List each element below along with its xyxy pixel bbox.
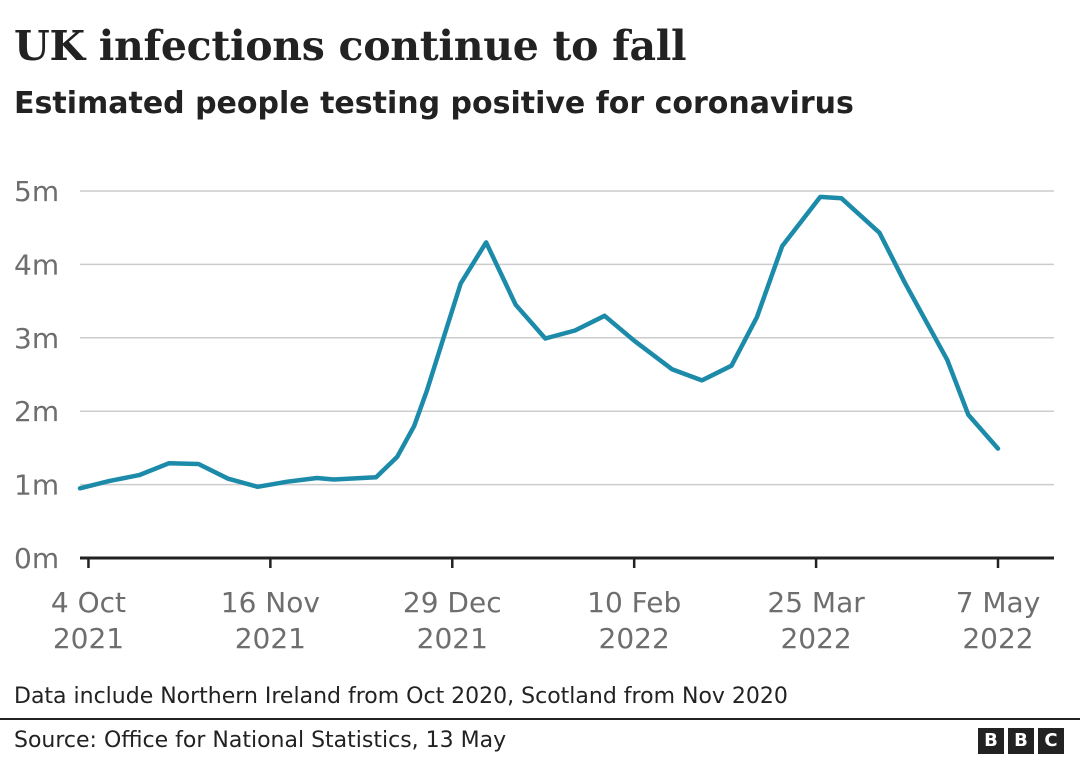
bbc-logo-block-2: B — [1008, 728, 1034, 754]
x-tick-label: 4 Oct — [51, 586, 126, 619]
source-credit: Source: Office for National Statistics, … — [14, 728, 507, 753]
y-tick-label: 4m — [14, 248, 59, 281]
x-tick-year-label: 2022 — [599, 622, 670, 655]
x-tick-year-label: 2021 — [417, 622, 488, 655]
x-tick-label: 16 Nov — [221, 586, 320, 619]
y-tick-label: 1m — [14, 469, 59, 502]
x-tick-year-label: 2022 — [962, 622, 1033, 655]
y-tick-label: 5m — [14, 175, 59, 208]
x-tick-label: 25 Mar — [767, 586, 865, 619]
x-tick-year-label: 2022 — [780, 622, 851, 655]
footer-divider — [0, 718, 1080, 720]
chart-subtitle: Estimated people testing positive for co… — [14, 86, 854, 121]
data-note: Data include Northern Ireland from Oct 2… — [14, 684, 788, 709]
x-tick-label: 29 Dec — [403, 586, 502, 619]
x-tick-year-label: 2021 — [53, 622, 124, 655]
chart-title: UK infections continue to fall — [14, 22, 687, 70]
bbc-logo: B B C — [978, 728, 1064, 754]
x-tick-label: 7 May — [956, 586, 1041, 619]
bbc-logo-block-3: C — [1038, 728, 1064, 754]
x-tick-label: 10 Feb — [587, 586, 681, 619]
gridlines — [80, 190, 1054, 486]
series-line — [77, 194, 1001, 491]
x-tick-year-label: 2021 — [235, 622, 306, 655]
y-axis: 0m 1m 2m 3m 4m 5m — [14, 175, 59, 575]
y-tick-label: 2m — [14, 395, 59, 428]
y-tick-label: 0m — [14, 542, 59, 575]
bbc-logo-block-1: B — [978, 728, 1004, 754]
series-layer — [77, 194, 1001, 491]
y-tick-label: 3m — [14, 322, 59, 355]
